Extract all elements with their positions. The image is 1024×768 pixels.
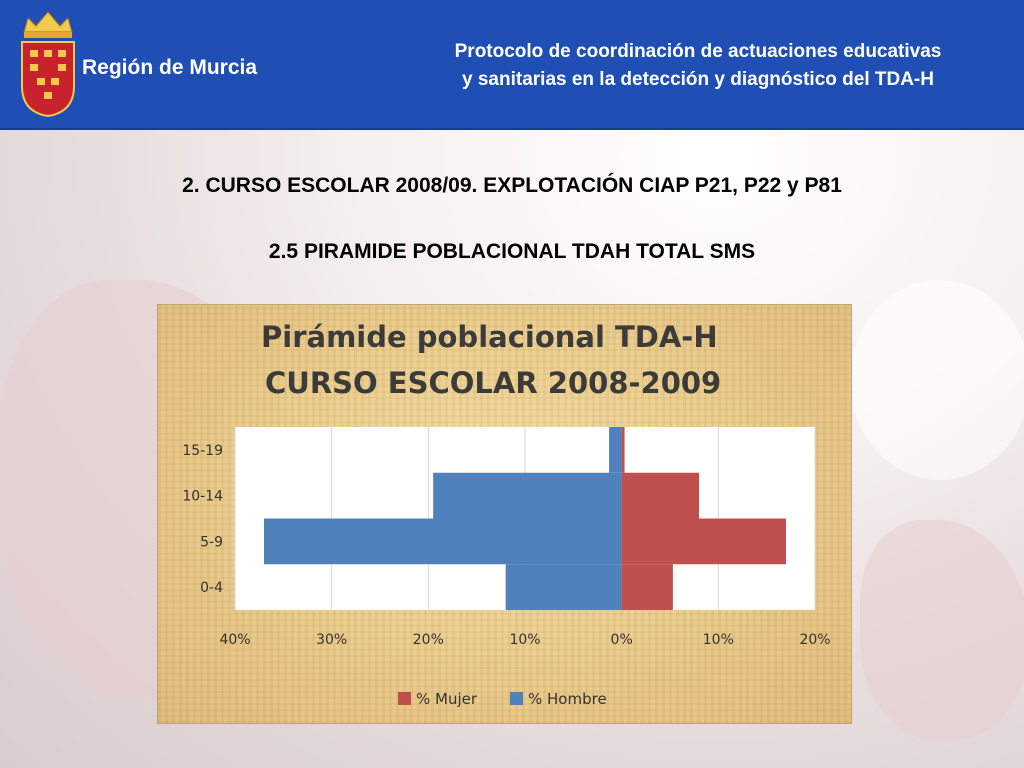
x-tick-label: 30% — [316, 632, 347, 648]
x-tick-label: 20% — [413, 632, 444, 648]
bar-mujer-0-4 — [621, 564, 673, 610]
legend-label: % Hombre — [528, 690, 607, 708]
x-tick-label: 40% — [219, 632, 250, 648]
region-name: Región de Murcia — [82, 56, 258, 79]
chart-title-line1: Pirámide poblacional TDA-H — [261, 320, 718, 354]
bar-mujer-10-14 — [621, 472, 699, 519]
subsection-heading: 2.5 PIRAMIDE POBLACIONAL TDAH TOTAL SMS — [268, 240, 756, 263]
pyramid-chart: Pirámide poblacional TDA-H CURSO ESCOLAR… — [182, 320, 830, 708]
chart-panel: Pirámide poblacional TDA-H CURSO ESCOLAR… — [157, 304, 852, 724]
header-title: Protocolo de coordinación de actuaciones… — [398, 38, 998, 94]
header-bar: Región de Murcia Protocolo de coordinaci… — [0, 0, 1024, 130]
legend-swatch — [510, 692, 523, 705]
region-coat-of-arms-logo — [18, 8, 78, 120]
y-tick-label: 10-14 — [182, 489, 223, 505]
y-tick-label: 15-19 — [182, 443, 223, 459]
bar-mujer-5-9 — [621, 518, 786, 565]
legend-label: % Mujer — [416, 690, 478, 708]
bar-hombre-15-19 — [609, 427, 622, 473]
x-tick-label: 0% — [611, 632, 633, 648]
bar-hombre-10-14 — [433, 472, 622, 519]
background-silhouette-right — [860, 520, 1024, 740]
legend-swatch — [398, 692, 411, 705]
bar-hombre-5-9 — [264, 518, 622, 565]
header-title-line1: Protocolo de coordinación de actuaciones… — [454, 41, 942, 62]
x-tick-label: 10% — [703, 632, 734, 648]
y-tick-label: 5-9 — [200, 534, 223, 550]
bar-mujer-15-19 — [621, 427, 625, 473]
chart-title-line2: CURSO ESCOLAR 2008-2009 — [265, 366, 721, 400]
bar-hombre-0-4 — [505, 564, 622, 610]
x-tick-label: 10% — [509, 632, 540, 648]
x-tick-label: 20% — [799, 632, 830, 648]
y-tick-label: 0-4 — [200, 580, 223, 596]
header-title-line2: y sanitarias en la detección y diagnósti… — [462, 69, 934, 90]
background-silhouette-head — [850, 280, 1024, 480]
section-heading: 2. CURSO ESCOLAR 2008/09. EXPLOTACIÓN CI… — [182, 174, 842, 197]
